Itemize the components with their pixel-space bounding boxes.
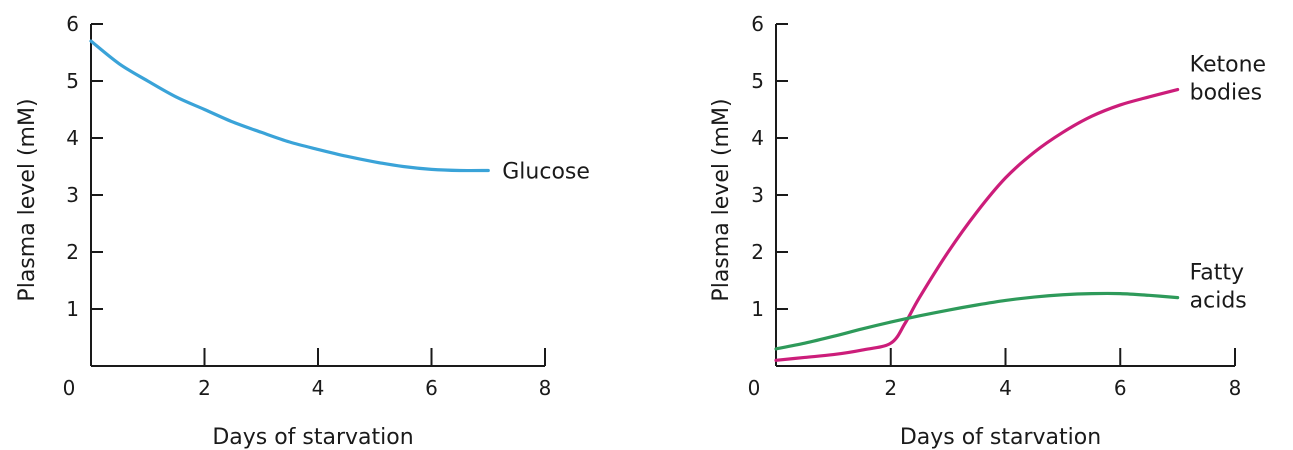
x-tick-label: 8 <box>539 376 552 400</box>
x-tick-label: 0 <box>63 376 76 400</box>
x-axis-title: Days of starvation <box>900 425 1101 450</box>
glucose-label: Glucose <box>502 159 590 184</box>
glucose-line <box>89 39 490 173</box>
y-tick-label: 2 <box>751 240 764 264</box>
y-tick-label: 5 <box>66 69 79 93</box>
ketone-fatty-acid-chart: 1 2 3 4 5 6 0 2 4 6 8 Days of starvation Plasma leve… <box>709 12 1266 450</box>
y-tick-label: 3 <box>66 183 79 207</box>
fatty-acids-label: Fatty acids <box>1190 261 1247 314</box>
x-tick-label: 6 <box>425 376 438 400</box>
ketone-bodies-label: Ketone bodies <box>1190 53 1266 106</box>
x-axis-title: Days of starvation <box>212 425 413 450</box>
fatty-acids-label-line: Fatty <box>1190 261 1244 286</box>
y-tick-label: 1 <box>751 297 764 321</box>
y-tick-label: 4 <box>66 126 79 150</box>
y-axis-title: Plasma level (mM) <box>709 98 734 301</box>
y-tick-label: 6 <box>66 12 79 36</box>
x-tick-label: 4 <box>312 376 325 400</box>
ketone-bodies-label-line: bodies <box>1190 81 1263 106</box>
glucose-chart: 1 2 3 4 5 6 0 2 4 6 8 Days of starvation Plasma leve… <box>15 12 590 450</box>
y-tick-label: 2 <box>66 240 79 264</box>
glucose-label-line: Glucose <box>502 159 590 184</box>
ketone-bodies-label-line: Ketone <box>1190 53 1266 78</box>
ketone-bodies-line <box>774 87 1180 362</box>
fatty-acids-line <box>774 291 1180 351</box>
x-tick-label: 6 <box>1114 376 1127 400</box>
x-tick-label: 0 <box>748 376 761 400</box>
y-axis-title: Plasma level (mM) <box>15 98 40 301</box>
x-tick-label: 8 <box>1229 376 1242 400</box>
x-tick-label: 4 <box>999 376 1012 400</box>
y-tick-label: 6 <box>751 12 764 36</box>
y-tick-label: 3 <box>751 183 764 207</box>
fatty-acids-label-line: acids <box>1190 289 1247 314</box>
x-tick-label: 2 <box>198 376 211 400</box>
x-tick-label: 2 <box>884 376 897 400</box>
y-tick-label: 1 <box>66 297 79 321</box>
y-tick-label: 4 <box>751 126 764 150</box>
y-tick-label: 5 <box>751 69 764 93</box>
